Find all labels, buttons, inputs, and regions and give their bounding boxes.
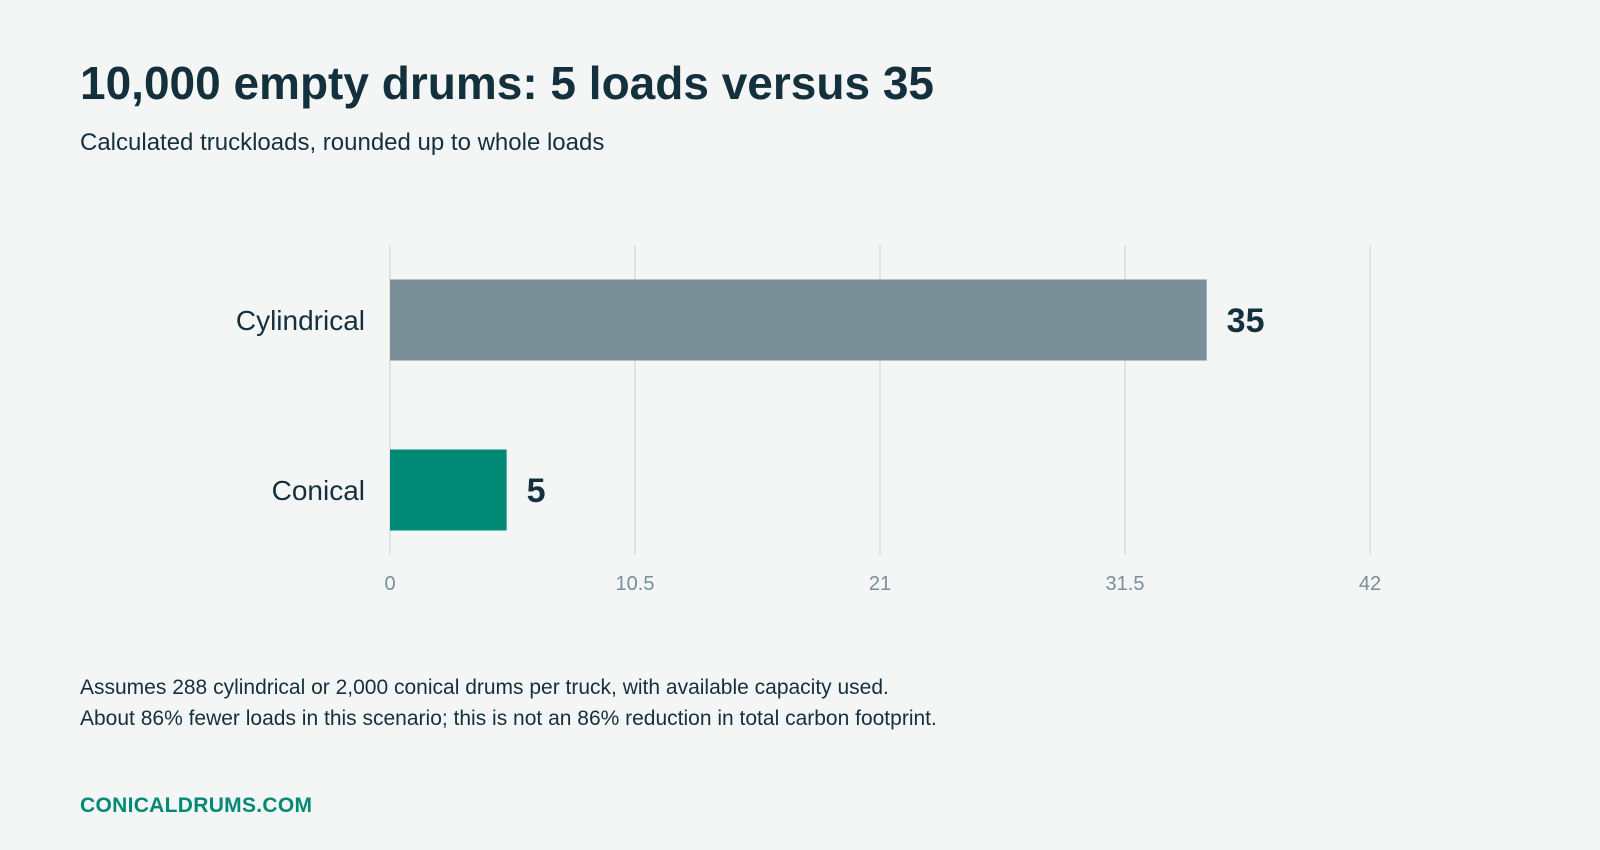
footnotes: Assumes 288 cylindrical or 2,000 conical… bbox=[80, 672, 937, 734]
x-tick-label: 0 bbox=[384, 573, 395, 595]
x-tick-label: 31.5 bbox=[1106, 573, 1145, 595]
x-tick-label: 42 bbox=[1359, 573, 1381, 595]
bars bbox=[390, 279, 1207, 531]
chart-title: 10,000 empty drums: 5 loads versus 35 bbox=[80, 57, 934, 109]
labels: 0 10.5 21 31.5 42 Cylindrical 35 Conical 5 bbox=[236, 302, 1381, 595]
x-tick-label: 21 bbox=[869, 573, 891, 595]
bar-conical bbox=[390, 449, 507, 531]
category-label: Conical bbox=[272, 475, 365, 506]
chart-subtitle: Calculated truckloads, rounded up to who… bbox=[80, 129, 605, 156]
bar-cylindrical bbox=[390, 279, 1207, 361]
x-tick-label: 10.5 bbox=[616, 573, 655, 595]
value-label: 35 bbox=[1227, 302, 1265, 340]
category-label: Cylindrical bbox=[236, 305, 365, 336]
brand-footer: CONICALDRUMS.COM bbox=[80, 794, 313, 817]
footnote-assumption: Assumes 288 cylindrical or 2,000 conical… bbox=[80, 676, 889, 699]
value-label: 5 bbox=[527, 472, 546, 510]
footnote-caveat: About 86% fewer loads in this scenario; … bbox=[80, 707, 937, 730]
